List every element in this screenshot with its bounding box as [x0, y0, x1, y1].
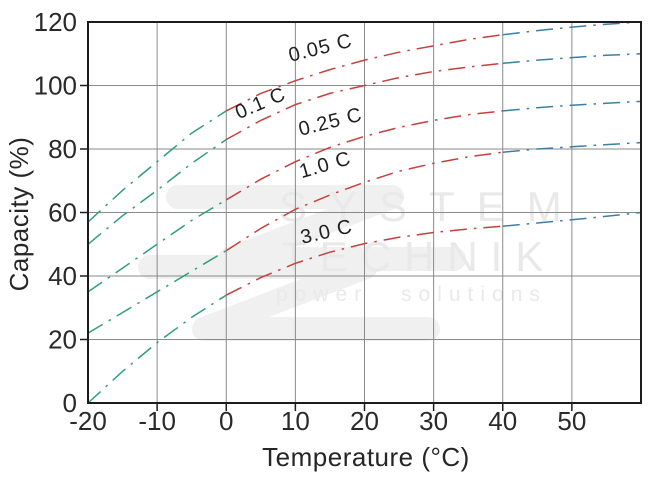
curve-segment	[225, 110, 503, 201]
y-tick-label: 120	[34, 7, 77, 37]
y-tick-label: 40	[48, 261, 77, 291]
plot-frame	[87, 21, 642, 404]
curve-segment	[87, 249, 227, 334]
watermark-tagline: power solutions	[276, 283, 547, 306]
curve-segment	[502, 100, 642, 112]
x-tick-label: 0	[219, 406, 233, 436]
y-tick-label: 80	[48, 134, 77, 164]
curve-segment	[225, 225, 503, 296]
x-axis-title: Temperature (°C)	[262, 442, 470, 472]
curve-segment	[502, 211, 642, 227]
curve-segment	[502, 53, 642, 65]
x-tick-label: -10	[138, 406, 176, 436]
curve-segment	[87, 138, 227, 245]
curve-label: 0.25 C	[296, 104, 364, 141]
y-axis-title: Capacity (%)	[4, 136, 34, 292]
y-tick-label: 60	[48, 198, 77, 228]
curve-0.1C	[87, 53, 642, 245]
curve-3.0C	[87, 211, 642, 404]
curve-0.25C	[87, 100, 642, 293]
x-tick-label: 20	[350, 406, 379, 436]
watermark-brand-technik: TECHNIK	[281, 233, 557, 280]
gridlines	[88, 22, 641, 403]
curve-label: 0.1 C	[232, 83, 289, 124]
tick-labels: -20 -10 0 10 20 30 40 50 0 20 40 60 80 100 120	[34, 7, 587, 436]
x-tick-label: 50	[557, 406, 586, 436]
x-tick-label: 10	[281, 406, 310, 436]
curve-label: 0.05 C	[286, 30, 354, 67]
curve-segment	[87, 199, 227, 293]
x-tick-label: -20	[69, 406, 107, 436]
x-tick-label: 30	[419, 406, 448, 436]
curve-segment	[502, 141, 642, 153]
y-tick-label: 20	[48, 325, 77, 355]
curve-label: 1.0 C	[297, 147, 354, 183]
curve-segment	[225, 33, 503, 112]
y-tick-label: 100	[34, 71, 77, 101]
y-tick-label: 0	[63, 388, 77, 418]
watermark-brand-system: SYSTEM	[279, 183, 584, 230]
curve-segment	[225, 151, 503, 252]
curve-segment	[225, 62, 503, 141]
curve-1.0C	[87, 141, 642, 334]
curve-segment	[502, 21, 642, 36]
x-tick-label: 40	[488, 406, 517, 436]
axis-ticks	[80, 84, 573, 411]
curve-label: 3.0 C	[298, 215, 354, 248]
curve-segment	[87, 110, 227, 223]
curve-0.05C	[87, 21, 642, 223]
curve-segment	[87, 294, 227, 404]
